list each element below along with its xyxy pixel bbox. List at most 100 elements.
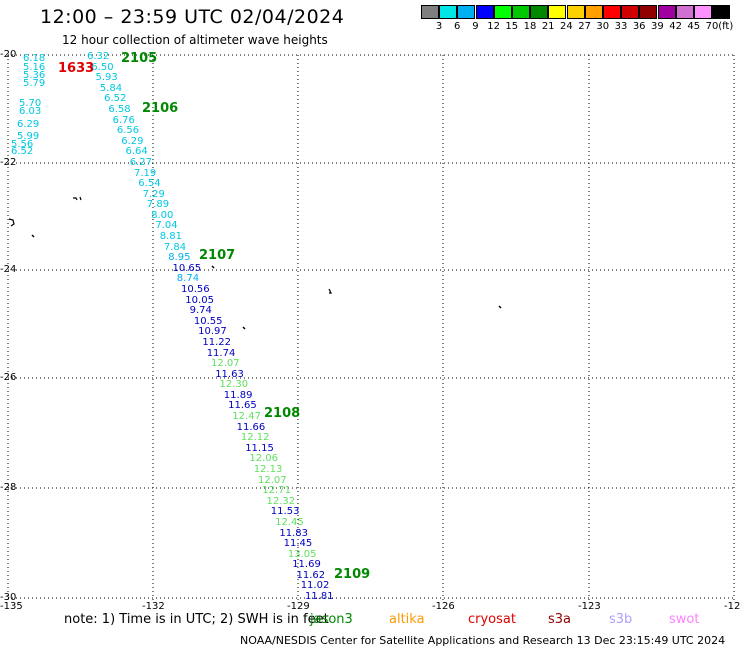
wave-height-value: 11.81 xyxy=(305,591,334,602)
wave-height-value: 12.07 xyxy=(258,474,287,486)
legend-swatch xyxy=(530,5,549,19)
wave-height-value: 6.52 xyxy=(104,93,127,105)
legend-tick: 36 xyxy=(632,21,646,32)
wave-height-value: 13.05 xyxy=(287,548,317,560)
wave-height-value: 11.89 xyxy=(223,389,253,401)
legend-swatch xyxy=(694,5,712,19)
legend-swatch xyxy=(603,5,621,19)
longitude-tick: -132 xyxy=(142,601,165,612)
satellite-label: s3b xyxy=(609,612,633,627)
legend-tick: 3 xyxy=(435,21,443,32)
wave-height-value: 11.62 xyxy=(296,569,326,581)
latitude-tick: -26 xyxy=(0,372,17,383)
island-markers xyxy=(8,196,502,330)
wave-height-value: 11.63 xyxy=(215,368,244,380)
pass-time-label: 2105 xyxy=(121,51,158,66)
legend-swatch xyxy=(475,5,494,19)
wave-height-value: 6.32 xyxy=(87,51,110,62)
longitude-tick: -129 xyxy=(287,601,310,612)
wave-height-value: 11.83 xyxy=(279,527,309,539)
island-marker xyxy=(242,326,246,330)
wave-height-value: 5.56 xyxy=(11,139,34,150)
map-grid xyxy=(7,54,735,600)
wave-height-value: 5.93 xyxy=(95,72,118,84)
legend-tick: 27 xyxy=(578,21,591,32)
wave-height-value: 8.81 xyxy=(159,231,182,242)
wave-height-value: 12.13 xyxy=(253,463,283,475)
longitude-tick: -126 xyxy=(432,601,455,612)
wave-height-value: 8.00 xyxy=(151,209,174,221)
legend-tick: 45 xyxy=(687,21,701,32)
legend-swatch xyxy=(675,5,694,19)
wave-height-value: 6.29 xyxy=(17,119,40,130)
legend-tick: 24 xyxy=(560,21,573,32)
page-title: 12:00 – 23:59 UTC 02/04/2024 xyxy=(40,6,345,28)
wave-height-value: 11.45 xyxy=(283,538,313,550)
legend-tick: 33 xyxy=(614,21,628,32)
wave-height-value: 12.47 xyxy=(232,411,261,422)
legend-swatch xyxy=(512,5,530,19)
legend-tick: 6 xyxy=(454,21,461,32)
wave-height-value: 6.18 xyxy=(23,53,46,64)
wave-height-value: 11.66 xyxy=(236,421,266,433)
wave-height-value: 5.70 xyxy=(19,98,42,109)
legend-swatch xyxy=(457,5,476,19)
wave-height-value: 11.15 xyxy=(245,442,274,454)
wave-height-value: 5.36 xyxy=(23,70,46,81)
island-marker xyxy=(211,265,215,269)
latitude-tick: -22 xyxy=(0,157,17,168)
wave-height-value: 12.71 xyxy=(262,485,291,497)
wave-height-value: 6.03 xyxy=(19,106,42,117)
wave-height-value: 5.16 xyxy=(23,62,46,73)
credit-line: NOAA/NESDIS Center for Satellite Applica… xyxy=(240,634,726,647)
wave-height-value: 10.65 xyxy=(172,262,202,274)
wave-height-value: 12.06 xyxy=(249,453,279,465)
footnote: note: 1) Time is in UTC; 2) SWH is in fe… xyxy=(64,612,329,627)
page-subtitle: 12 hour collection of altimeter wave hei… xyxy=(62,33,328,47)
pass-time-label: 2108 xyxy=(264,406,301,421)
wave-height-value: 10.97 xyxy=(198,326,227,338)
legend-tick: 70 xyxy=(705,21,719,32)
wave-height-value: 6.52 xyxy=(11,146,34,157)
latitude-tick: -24 xyxy=(0,264,17,275)
island-marker xyxy=(73,197,78,201)
legend-swatch xyxy=(657,5,676,19)
wave-height-value: 10.05 xyxy=(185,294,214,306)
island-marker xyxy=(31,234,35,238)
legend-swatch xyxy=(584,5,603,19)
wave-height-value: 12.45 xyxy=(275,516,304,528)
wave-height-value: 6.56 xyxy=(116,125,140,137)
wave-height-value: 7.19 xyxy=(134,167,157,179)
wave-height-value: 8.74 xyxy=(176,273,200,285)
latitude-tick: -20 xyxy=(0,49,17,60)
wave-height-value: 9.74 xyxy=(189,305,212,317)
latitude-tick: -28 xyxy=(0,482,17,493)
longitude-tick: -12 xyxy=(724,601,740,612)
wave-height-value: 5.84 xyxy=(99,82,123,94)
wave-height-value: 11.74 xyxy=(206,347,236,359)
legend-swatch xyxy=(566,5,585,19)
wave-height-value: 11.65 xyxy=(228,400,257,412)
legend-tick: 12 xyxy=(487,21,500,32)
legend-swatch xyxy=(421,5,439,19)
wave-height-value: 12.07 xyxy=(211,358,240,370)
wave-height-value: 7.84 xyxy=(163,241,187,253)
wave-height-value: 6.50 xyxy=(91,61,114,73)
legend-tick: 9 xyxy=(472,21,479,32)
longitude-tick: -135 xyxy=(0,601,23,612)
pass-time-label: 2109 xyxy=(334,567,371,582)
legend-tick: 18 xyxy=(523,21,537,32)
legend-swatch xyxy=(712,5,731,19)
legend-tick: 21 xyxy=(541,21,555,32)
longitude-tick: -123 xyxy=(578,601,601,612)
wave-height-value: 12.32 xyxy=(266,495,296,507)
wave-height-value: 6.54 xyxy=(138,178,161,190)
legend-tick: 30 xyxy=(596,21,610,32)
satellite-label: altika xyxy=(389,612,425,627)
legend-tick: 15 xyxy=(505,21,519,32)
wave-height-value: 11.02 xyxy=(300,580,330,592)
wave-height-value: 6.58 xyxy=(108,103,131,115)
pass-time-label: 1633 xyxy=(58,61,95,76)
wave-height-value: 5.99 xyxy=(17,131,40,142)
